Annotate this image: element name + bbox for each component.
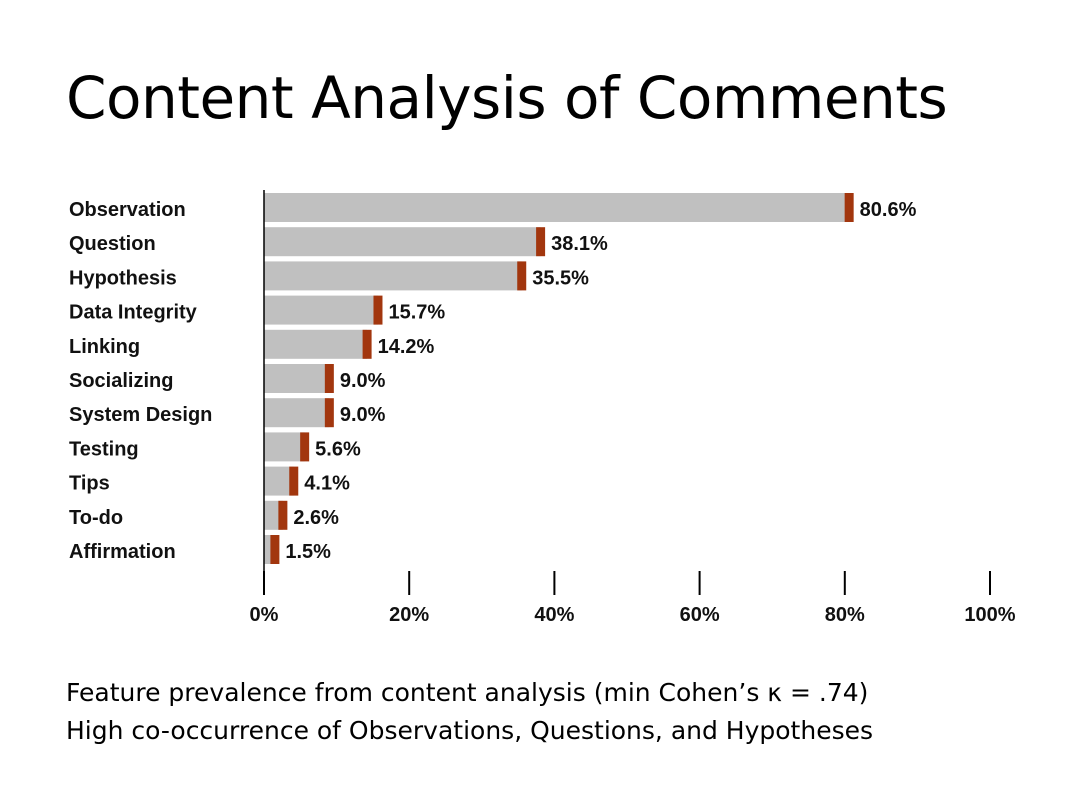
value-label-question: 38.1% — [551, 233, 608, 255]
value-label-affirmation: 1.5% — [285, 541, 331, 563]
value-label-system-design: 9.0% — [340, 404, 386, 426]
bar-question — [264, 227, 541, 257]
bar-end-observation — [844, 193, 854, 222]
category-label-system-design: System Design — [69, 404, 212, 426]
bar-socializing — [264, 364, 330, 393]
bar-end-question — [536, 227, 546, 257]
value-label-hypothesis: 35.5% — [532, 267, 589, 289]
value-label-testing: 5.6% — [315, 438, 361, 460]
bar-data-integrity — [264, 295, 378, 325]
value-label-tips: 4.1% — [304, 473, 350, 495]
axes-group — [263, 190, 991, 595]
x-tick-label-80: 80% — [825, 604, 865, 626]
bar-end-testing — [300, 432, 310, 462]
bar-end-socializing — [324, 364, 334, 393]
x-tick-label-20: 20% — [389, 604, 429, 626]
bar-end-tips — [289, 466, 299, 496]
x-tick-label-0: 0% — [250, 604, 279, 626]
bar-affirmation — [264, 535, 275, 564]
bar-end-data-integrity — [373, 295, 383, 325]
value-label-observation: 80.6% — [860, 199, 917, 221]
category-label-socializing: Socializing — [69, 370, 173, 392]
bar-tips — [264, 466, 294, 496]
bar-end-hypothesis — [517, 261, 527, 291]
category-label-question: Question — [69, 233, 156, 255]
category-label-data-integrity: Data Integrity — [69, 302, 198, 324]
value-label-socializing: 9.0% — [340, 370, 386, 392]
bar-hypothesis — [264, 261, 522, 291]
value-label-linking: 14.2% — [378, 336, 435, 358]
value-label-data-integrity: 15.7% — [388, 302, 445, 324]
slide-title: Content Analysis of Comments — [66, 64, 948, 132]
bar-testing — [264, 432, 305, 462]
category-label-testing: Testing — [69, 438, 139, 460]
x-tick-label-100: 100% — [964, 604, 1015, 626]
caption-line-1: Feature prevalence from content analysis… — [66, 678, 869, 707]
bar-system-design — [264, 398, 330, 428]
bar-end-linking — [362, 329, 372, 359]
bar-to-do — [264, 500, 283, 530]
labels-group: Observation 80.6% Question 38.1% Hypothesis 3… — [69, 199, 1016, 626]
category-label-linking: Linking — [69, 336, 140, 358]
x-tick-label-60: 60% — [680, 604, 720, 626]
caption: Feature prevalence from content analysis… — [66, 674, 873, 750]
category-label-hypothesis: Hypothesis — [69, 267, 177, 289]
category-label-to-do: To-do — [69, 507, 123, 529]
bar-linking — [264, 329, 368, 359]
bars-group — [264, 193, 854, 564]
caption-line-2: High co-occurrence of Observations, Ques… — [66, 716, 874, 745]
bar-end-to-do — [278, 500, 288, 530]
category-label-observation: Observation — [69, 199, 186, 221]
bar-observation — [264, 193, 850, 222]
bar-end-affirmation — [270, 535, 280, 564]
value-label-to-do: 2.6% — [293, 507, 339, 529]
x-tick-label-40: 40% — [534, 604, 574, 626]
bar-end-system-design — [324, 398, 334, 428]
bar-chart: Observation 80.6% Question 38.1% Hypothesis 3… — [69, 190, 1016, 626]
category-label-affirmation: Affirmation — [69, 541, 176, 563]
category-label-tips: Tips — [69, 473, 110, 495]
